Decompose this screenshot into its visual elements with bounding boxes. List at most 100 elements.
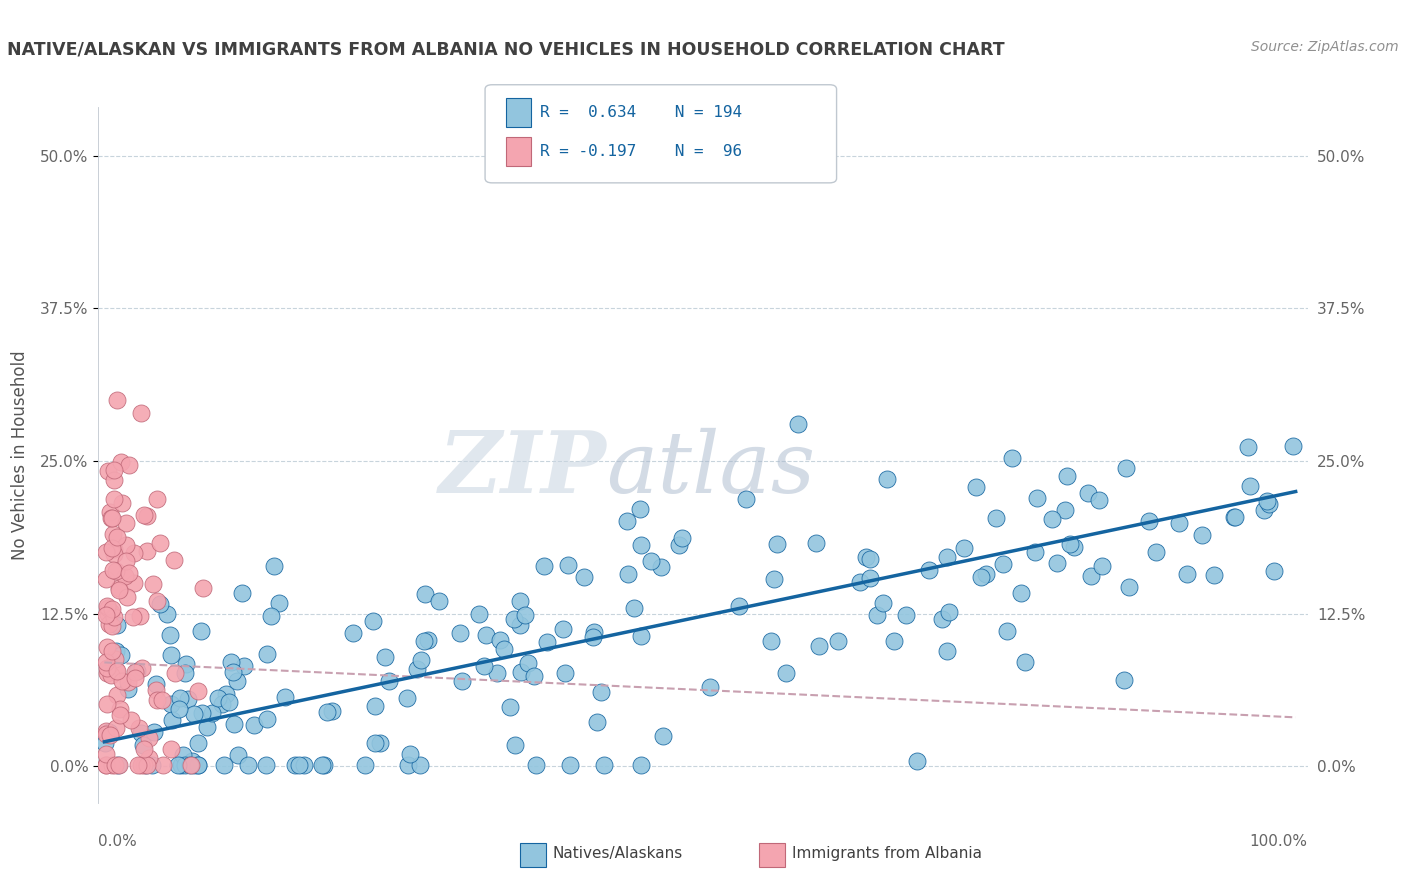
Point bbox=[115, 590, 138, 604]
Text: atlas: atlas bbox=[606, 427, 815, 510]
Point bbox=[219, 656, 242, 670]
Point bbox=[160, 741, 183, 756]
Point bbox=[1077, 486, 1099, 500]
Point bbox=[475, 628, 498, 642]
Point bbox=[1053, 503, 1076, 517]
Point bbox=[876, 472, 898, 486]
Point bbox=[108, 582, 131, 597]
Point bbox=[149, 597, 172, 611]
Point bbox=[1202, 568, 1225, 582]
Point bbox=[111, 496, 134, 510]
Point bbox=[582, 630, 605, 644]
Text: Immigrants from Albania: Immigrants from Albania bbox=[792, 847, 981, 861]
Point bbox=[1253, 503, 1275, 517]
Point bbox=[492, 642, 515, 657]
Point bbox=[806, 536, 828, 550]
Point bbox=[1223, 510, 1246, 524]
Point bbox=[141, 577, 163, 591]
Point bbox=[218, 695, 240, 709]
Point bbox=[156, 607, 179, 622]
Point bbox=[120, 713, 142, 727]
Point bbox=[115, 516, 138, 530]
Point bbox=[104, 758, 127, 772]
Y-axis label: No Vehicles in Household: No Vehicles in Household bbox=[11, 350, 30, 560]
Point bbox=[187, 736, 209, 750]
Point bbox=[94, 607, 117, 622]
Point bbox=[105, 664, 128, 678]
Point bbox=[485, 666, 508, 681]
Point bbox=[498, 700, 520, 714]
Point bbox=[849, 574, 872, 589]
Point bbox=[894, 607, 917, 622]
Point bbox=[135, 544, 157, 558]
Point bbox=[125, 664, 148, 678]
Point bbox=[859, 571, 882, 585]
Text: Source: ZipAtlas.com: Source: ZipAtlas.com bbox=[1251, 40, 1399, 54]
Point bbox=[108, 582, 131, 596]
Point bbox=[1144, 545, 1167, 559]
Point bbox=[274, 690, 297, 705]
Point bbox=[187, 684, 209, 698]
Point bbox=[254, 758, 277, 772]
Point bbox=[100, 605, 122, 619]
Point bbox=[315, 706, 337, 720]
Point bbox=[124, 671, 146, 685]
Point bbox=[163, 665, 186, 680]
Point bbox=[100, 510, 122, 524]
Point bbox=[110, 455, 132, 469]
Point bbox=[354, 758, 377, 772]
Point bbox=[191, 706, 214, 721]
Point bbox=[995, 624, 1018, 638]
Point bbox=[652, 729, 675, 743]
Point bbox=[146, 492, 169, 507]
Point bbox=[129, 725, 152, 739]
Point bbox=[146, 692, 169, 706]
Point bbox=[516, 656, 538, 670]
Point bbox=[763, 572, 786, 586]
Point bbox=[991, 557, 1014, 571]
Point bbox=[503, 738, 526, 752]
Point bbox=[108, 707, 131, 722]
Point bbox=[413, 587, 436, 601]
Point bbox=[176, 657, 198, 672]
Point bbox=[97, 616, 120, 631]
Point bbox=[179, 758, 201, 772]
Point bbox=[222, 717, 245, 731]
Point bbox=[883, 633, 905, 648]
Text: NATIVE/ALASKAN VS IMMIGRANTS FROM ALBANIA NO VEHICLES IN HOUSEHOLD CORRELATION C: NATIVE/ALASKAN VS IMMIGRANTS FROM ALBANI… bbox=[7, 40, 1005, 58]
Point bbox=[118, 458, 141, 472]
Point bbox=[582, 625, 605, 640]
Point bbox=[395, 690, 418, 705]
Point bbox=[96, 572, 118, 586]
Point bbox=[524, 758, 547, 772]
Point bbox=[96, 661, 118, 675]
Point bbox=[108, 758, 131, 772]
Point bbox=[630, 538, 652, 552]
Point bbox=[616, 514, 638, 528]
Point bbox=[952, 541, 974, 555]
Point bbox=[1059, 536, 1081, 550]
Point bbox=[145, 593, 167, 607]
Point bbox=[409, 653, 432, 667]
Point bbox=[1063, 540, 1085, 554]
Point bbox=[101, 527, 124, 541]
Point bbox=[827, 634, 849, 648]
Point bbox=[787, 417, 810, 431]
Point bbox=[101, 563, 124, 577]
Point bbox=[111, 674, 134, 689]
Point bbox=[872, 596, 894, 610]
Point bbox=[374, 650, 396, 665]
Point bbox=[104, 564, 127, 578]
Point bbox=[931, 611, 953, 625]
Point bbox=[586, 715, 609, 730]
Point bbox=[761, 634, 783, 648]
Point bbox=[855, 550, 877, 565]
Point bbox=[509, 618, 531, 632]
Point bbox=[167, 758, 190, 772]
Point bbox=[135, 758, 157, 772]
Point bbox=[1239, 479, 1261, 493]
Point bbox=[103, 610, 125, 624]
Point bbox=[321, 704, 343, 718]
Point bbox=[1175, 567, 1198, 582]
Point bbox=[263, 558, 285, 573]
